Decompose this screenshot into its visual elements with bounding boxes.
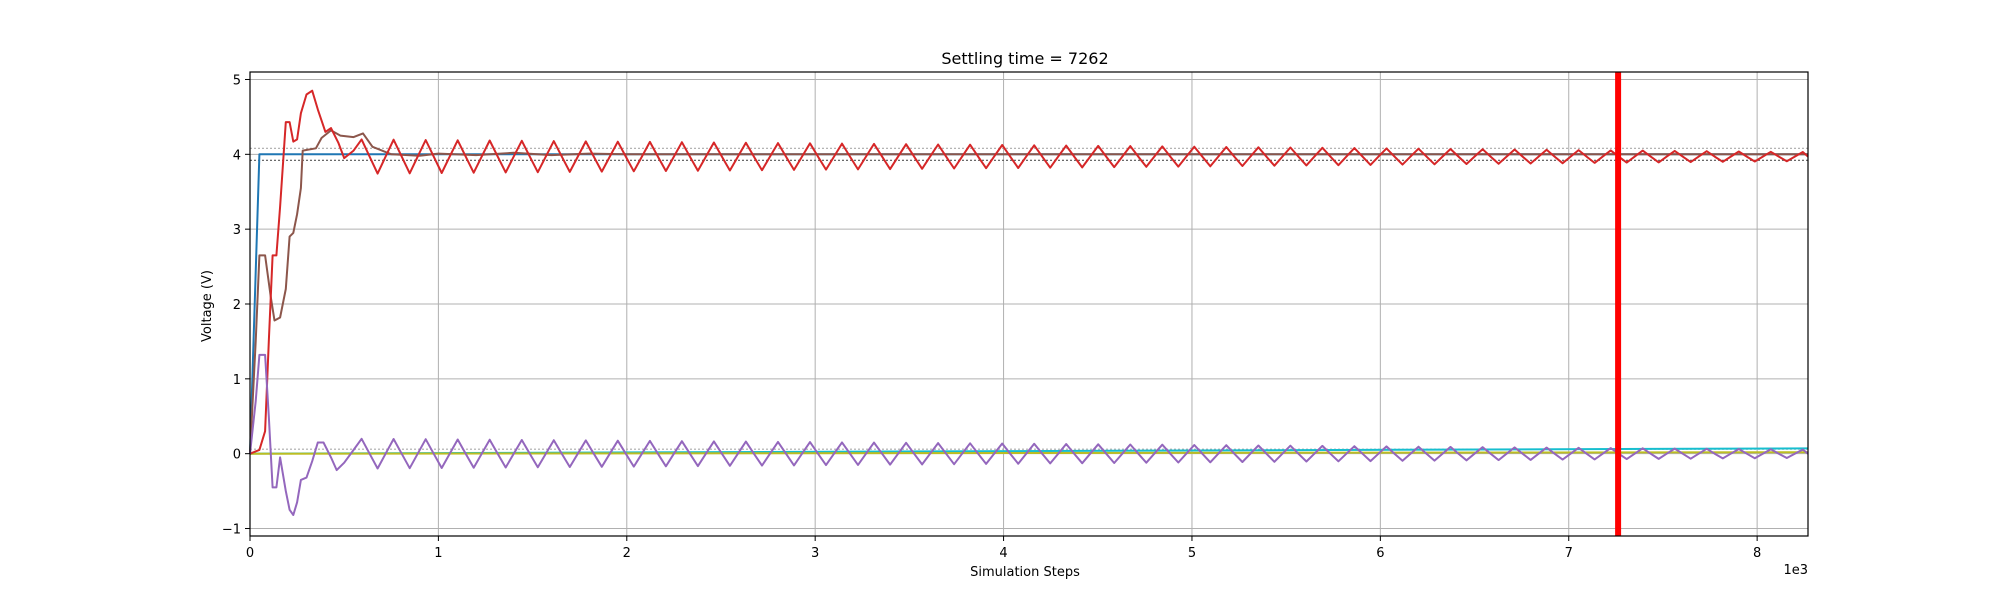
series-line-3 [249, 129, 1808, 454]
y-tick-label: 1 [233, 373, 241, 388]
y-tick-label: 3 [233, 223, 241, 238]
x-axis-ticks: 0 1 2 3 4 5 6 7 8 [246, 536, 1761, 561]
y-tick-label: −1 [222, 523, 241, 538]
x-tick-label: 0 [246, 546, 254, 561]
x-tick-label: 4 [999, 546, 1007, 561]
y-tick-label: 4 [233, 148, 241, 163]
y-tick-label: 2 [233, 298, 241, 313]
x-axis-offset-label: 1e3 [1783, 563, 1808, 578]
series-line-2 [249, 451, 1809, 455]
y-axis-label: Voltage (V) [200, 270, 215, 342]
x-tick-label: 8 [1753, 546, 1761, 561]
y-tick-label: 0 [233, 448, 241, 463]
x-tick-label: 6 [1376, 546, 1384, 561]
series-line-5 [249, 353, 1809, 516]
x-tick-label: 2 [623, 546, 631, 561]
y-tick-label: 5 [233, 73, 241, 88]
x-tick-label: 5 [1188, 546, 1196, 561]
x-tick-label: 7 [1565, 546, 1573, 561]
y-axis-ticks: −1 0 1 2 3 4 5 [222, 73, 250, 538]
tolerance-bands [250, 147, 1808, 450]
series-line-4 [249, 89, 1809, 455]
x-tick-label: 3 [811, 546, 819, 561]
x-axis-label: Simulation Steps [970, 565, 1080, 580]
chart-title: Settling time = 7262 [941, 49, 1108, 68]
grid [249, 72, 1808, 536]
x-tick-label: 1 [434, 546, 442, 561]
series-group [249, 89, 1809, 516]
